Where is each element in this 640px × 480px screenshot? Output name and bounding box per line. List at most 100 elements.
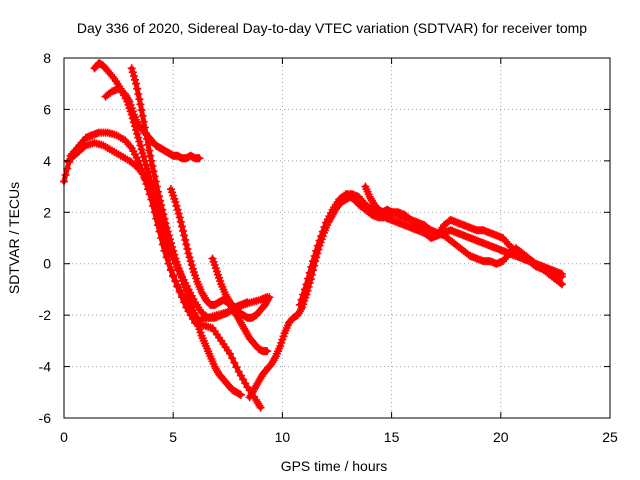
x-tick-label: 10 <box>275 429 291 445</box>
data-point <box>180 231 189 240</box>
data-point <box>172 201 181 210</box>
series-trace <box>102 86 202 161</box>
y-tick-label: -2 <box>39 307 52 323</box>
data-point <box>225 349 234 358</box>
data-point <box>243 298 252 307</box>
data-point <box>145 146 154 155</box>
y-axis-label: SDTVAR / TECUs <box>6 182 22 294</box>
data-point <box>300 285 309 294</box>
data-point <box>144 168 153 177</box>
x-tick-label: 25 <box>602 429 618 445</box>
data-point <box>170 250 179 259</box>
x-axis-label: GPS time / hours <box>281 458 388 474</box>
data-point <box>165 235 174 244</box>
data-point <box>171 277 180 286</box>
data-point <box>144 140 153 149</box>
data-point <box>61 171 70 179</box>
data-point <box>135 137 144 146</box>
data-point <box>152 182 161 191</box>
data-point <box>128 68 137 77</box>
series-track-9 <box>295 190 566 309</box>
data-point <box>133 129 142 138</box>
data-point <box>160 214 169 223</box>
axis-ticks: 0 5 10 15 20 25 -6 -4 -2 0 2 4 6 8 <box>39 50 618 445</box>
series-track-8 <box>245 192 566 402</box>
data-point <box>134 90 143 98</box>
series-track-7 <box>208 254 274 322</box>
data-point <box>153 187 162 196</box>
data-point <box>256 403 265 412</box>
data-point <box>142 135 151 143</box>
y-tick-label: 0 <box>43 256 51 272</box>
y-tick-label: 8 <box>43 50 51 66</box>
data-point <box>137 106 146 115</box>
y-tick-label: -6 <box>39 410 52 426</box>
data-point <box>163 227 172 236</box>
data-point <box>174 209 183 218</box>
data-point <box>179 226 188 235</box>
data-point <box>135 95 144 104</box>
data-point <box>315 236 324 245</box>
data-point <box>137 145 146 154</box>
data-point <box>158 205 167 214</box>
data-point <box>138 111 147 120</box>
data-point <box>195 154 204 163</box>
data-point <box>63 164 72 173</box>
data-point <box>132 79 141 88</box>
data-point <box>146 151 155 160</box>
data-point <box>230 358 239 367</box>
data-point <box>141 129 150 138</box>
data-point <box>183 244 192 253</box>
data-point <box>169 271 178 280</box>
data-point <box>318 227 327 236</box>
data-point <box>168 243 177 251</box>
data-point <box>307 262 316 271</box>
data-point <box>167 239 176 248</box>
data-point <box>141 160 150 169</box>
data-point <box>557 280 566 289</box>
data-point <box>317 232 326 241</box>
data-point <box>177 222 186 231</box>
grid-lines <box>64 58 610 418</box>
data-point <box>162 223 171 232</box>
data-point <box>308 257 317 266</box>
data-point <box>173 282 182 291</box>
data-point <box>236 390 245 399</box>
data-point <box>185 253 194 262</box>
data-point <box>148 162 157 170</box>
data-point <box>150 172 159 181</box>
data-point <box>139 117 148 126</box>
series-trace <box>65 140 264 411</box>
series-track-10 <box>361 182 566 278</box>
data-point <box>184 249 193 258</box>
data-point <box>232 363 241 372</box>
data-point <box>149 167 158 176</box>
data-point <box>295 300 304 309</box>
x-tick-label: 15 <box>384 429 400 445</box>
data-point <box>129 72 138 80</box>
data-point <box>134 133 143 142</box>
series-track-5 <box>127 64 245 399</box>
data-point <box>167 265 176 274</box>
data-point <box>304 274 313 283</box>
data-point <box>139 153 148 161</box>
x-tick-label: 0 <box>60 429 68 445</box>
data-point <box>171 198 180 206</box>
data-point <box>136 100 145 109</box>
data-point <box>299 290 308 299</box>
data-point <box>138 149 147 158</box>
data-point <box>186 257 195 266</box>
data-point <box>263 347 272 356</box>
data-point <box>173 205 182 214</box>
data-point <box>180 298 189 307</box>
data-point <box>557 270 566 278</box>
data-point <box>313 241 322 250</box>
data-point <box>228 354 237 363</box>
data-point <box>302 280 311 289</box>
data-point <box>182 240 191 249</box>
data-point <box>175 213 184 222</box>
data-point <box>187 261 196 269</box>
data-point <box>556 279 565 287</box>
data-point <box>157 201 166 210</box>
